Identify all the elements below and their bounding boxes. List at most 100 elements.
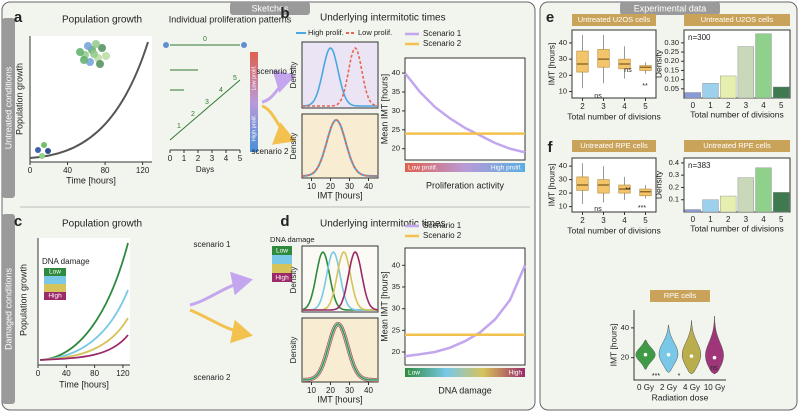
growth-curve <box>29 41 149 159</box>
lineage <box>170 69 198 91</box>
bar <box>720 195 737 213</box>
x-tick-label: 20 <box>326 386 335 395</box>
label: Density <box>289 337 298 364</box>
panel-label: d <box>280 213 289 230</box>
plot-bg <box>38 238 130 365</box>
x-tick-label: 4 <box>622 216 627 225</box>
x-tick-label: 120 <box>116 369 130 378</box>
x-tick-label: 40 <box>364 182 373 191</box>
annotation: ns <box>594 206 602 213</box>
x-tick-label: 10 Gy <box>704 383 725 392</box>
y-tick-label: 20 <box>392 347 400 356</box>
label: Time [hours] <box>59 379 109 389</box>
violin <box>681 320 702 375</box>
title-tab <box>650 290 710 302</box>
x-tick-label: 5 <box>643 102 648 111</box>
x-tick-label: 4 <box>761 215 766 224</box>
bar <box>702 199 719 213</box>
cell <box>45 148 51 154</box>
colorbar <box>405 368 525 377</box>
y-tick-label: 30 <box>559 54 567 63</box>
panel-label: a <box>14 9 23 26</box>
cell <box>241 42 247 48</box>
annotation: ** <box>642 83 648 90</box>
annotation: *** <box>652 373 660 380</box>
median <box>712 355 717 360</box>
panel-title: Population growth <box>62 219 142 230</box>
title-tab <box>684 140 790 152</box>
annotation: ** <box>625 187 631 194</box>
x-tick-label: 40 <box>62 369 71 378</box>
label: IMT [hours] <box>317 394 362 404</box>
median <box>689 354 694 358</box>
legend-label: Low <box>49 269 61 276</box>
division-label: 0 <box>203 36 207 43</box>
legend-swatch <box>272 273 292 282</box>
annotation: * <box>678 373 681 380</box>
side-tab <box>2 18 15 198</box>
legend-label: High prolif. <box>308 28 344 37</box>
arrow <box>261 69 296 104</box>
bar <box>773 192 790 213</box>
y-tick-label: 0.15 <box>664 65 679 74</box>
legend-swatch <box>44 268 66 276</box>
x-tick-label: 10 <box>307 386 316 395</box>
label: Density <box>289 133 298 160</box>
y-tick-label: 10 <box>559 202 567 211</box>
bar <box>755 167 772 213</box>
y-tick-label: 0.20 <box>664 56 679 65</box>
panel-label: c <box>14 213 22 230</box>
legend-label: High <box>275 275 289 282</box>
bar <box>773 86 790 99</box>
y-tick-label: 25 <box>392 125 400 134</box>
label: Radiation dose <box>652 392 709 402</box>
violin <box>705 315 724 375</box>
y-tick-label: 20 <box>559 188 567 197</box>
y-tick-label: 0.05 <box>664 84 679 93</box>
x-tick-label: 4 <box>224 154 229 163</box>
x-tick-label: 4 Gy <box>683 383 700 392</box>
bar <box>737 177 754 213</box>
density-curve <box>302 47 378 107</box>
panel-label: e <box>546 9 554 26</box>
plot-bg <box>404 57 526 161</box>
division-label: 1 <box>177 123 181 130</box>
panel-title: Population growth <box>62 15 142 26</box>
box <box>639 188 652 197</box>
y-tick-label: 40 <box>559 161 567 170</box>
section-title: Sketches <box>251 3 289 13</box>
y-tick-label: 30 <box>392 106 400 115</box>
plot-bg <box>301 245 379 313</box>
legend-swatch <box>272 255 292 264</box>
box <box>576 176 589 191</box>
plot-bg <box>301 41 379 109</box>
division-label: 2 <box>191 111 195 118</box>
label: Mean IMT [hours] <box>379 271 389 341</box>
density-curve <box>302 250 379 311</box>
tab <box>620 2 720 15</box>
cell <box>98 44 106 52</box>
legend-swatch <box>44 276 66 284</box>
x-tick-label: 3 <box>601 216 606 225</box>
series-line <box>404 72 526 154</box>
title-tab <box>572 14 656 26</box>
x-tick-label: 30 <box>345 386 354 395</box>
arrow <box>189 271 253 307</box>
panel-label: f <box>548 139 554 156</box>
x-tick-label: 5 <box>238 154 243 163</box>
bar <box>684 209 701 213</box>
x-tick-label: 3 <box>744 215 749 224</box>
panel-label: b <box>280 5 289 22</box>
plot-bg <box>30 36 152 162</box>
x-tick-label: 2 <box>726 101 731 110</box>
division-label: 5 <box>233 75 237 82</box>
label: IMT [hours] <box>546 43 556 86</box>
title-tab <box>572 140 656 152</box>
y-tick-label: 20 <box>621 353 629 362</box>
y-tick-label: 35 <box>392 282 400 291</box>
annotation: ns <box>624 67 632 74</box>
label: Time [hours] <box>66 175 116 185</box>
label: Population growth <box>18 264 28 336</box>
label: Low prolif. <box>251 65 257 91</box>
